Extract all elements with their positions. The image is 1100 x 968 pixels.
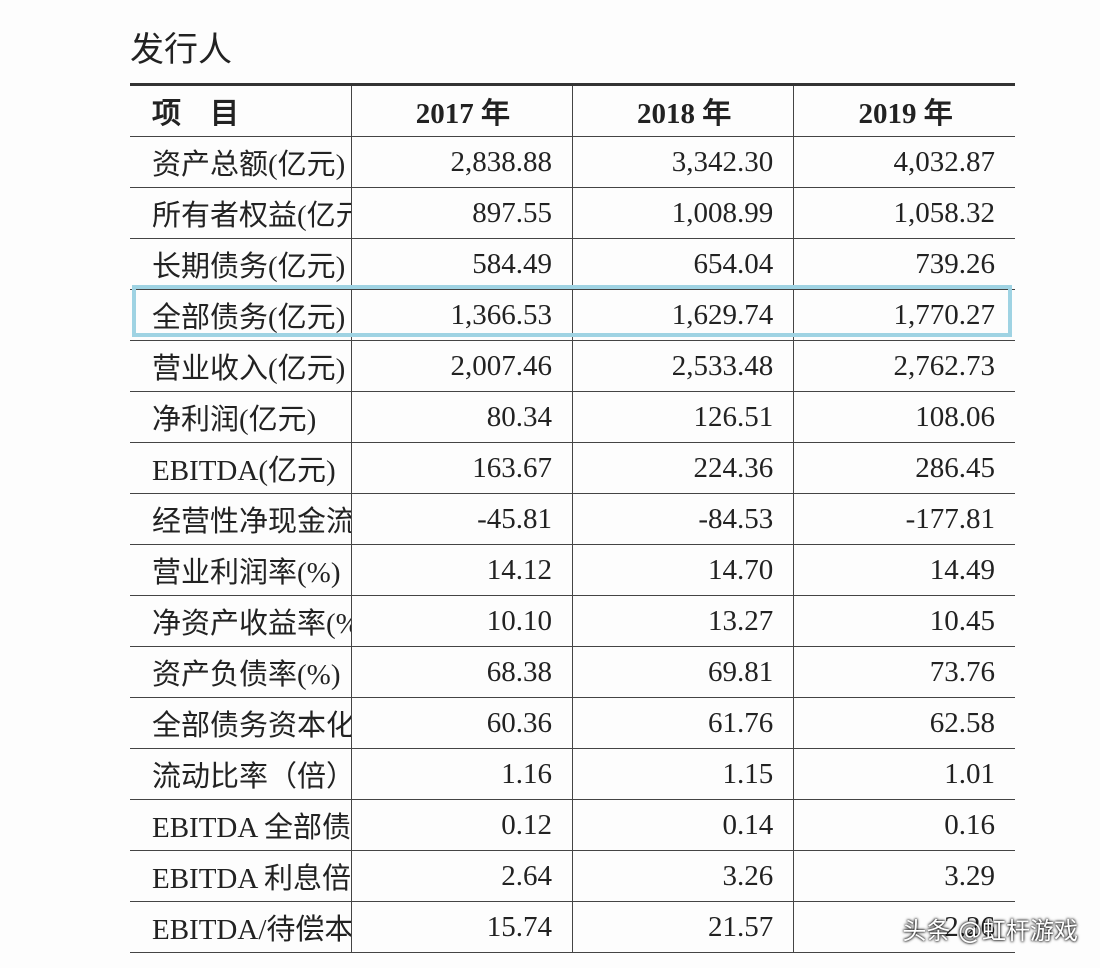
table-row: 净资产收益率(%) 10.10 13.27 10.45: [130, 595, 1015, 647]
value-cell: 69.81: [571, 646, 794, 698]
value-cell: 14.70: [571, 544, 794, 596]
header-cell: 2018 年: [571, 83, 794, 137]
issuer-table: 项 目 2017 年 2018 年 2019 年资产总额(亿元) 2,838.88 3,3…: [130, 83, 1015, 953]
value-cell: 10.45: [793, 595, 1015, 647]
value-cell: 1,058.32: [793, 187, 1015, 239]
value-cell: 126.51: [571, 391, 794, 443]
label-cell: 所有者权益(亿元): [130, 187, 352, 239]
value-cell: 3.29: [793, 850, 1015, 902]
value-cell: -177.81: [793, 493, 1015, 545]
value-cell: 73.76: [793, 646, 1015, 698]
table-row: 营业收入(亿元) 2,007.46 2,533.48 2,762.73: [130, 340, 1015, 392]
table-row: 营业利润率(%) 14.12 14.70 14.49: [130, 544, 1015, 596]
value-cell: 1.15: [571, 748, 794, 800]
value-cell: 21.57: [571, 901, 794, 953]
value-cell: 1,366.53: [350, 289, 573, 341]
value-cell: 739.26: [793, 238, 1015, 290]
table-row: 资产总额(亿元) 2,838.88 3,342.30 4,032.87: [130, 136, 1015, 188]
value-cell: 2.64: [350, 850, 573, 902]
table-row: 资产负债率(%) 68.38 69.81 73.76: [130, 646, 1015, 698]
header-cell: 2017 年: [350, 83, 573, 137]
label-cell: 流动比率（倍）: [130, 748, 352, 800]
value-cell: 3.26: [571, 850, 794, 902]
value-cell: 1.01: [793, 748, 1015, 800]
value-cell: 1,629.74: [571, 289, 794, 341]
value-cell: 13.27: [571, 595, 794, 647]
value-cell: 286.45: [793, 442, 1015, 494]
label-cell: 资产总额(亿元): [130, 136, 352, 188]
value-cell: 0.12: [350, 799, 573, 851]
value-cell: 1,008.99: [571, 187, 794, 239]
value-cell: 108.06: [793, 391, 1015, 443]
value-cell: 163.67: [350, 442, 573, 494]
table-row: 长期债务(亿元) 584.49 654.04 739.26: [130, 238, 1015, 290]
value-cell: 2.26: [793, 901, 1015, 953]
label-cell: EBITDA 利息倍数（倍）: [130, 850, 352, 902]
value-cell: 584.49: [350, 238, 573, 290]
label-cell: 营业利润率(%): [130, 544, 352, 596]
value-cell: -45.81: [350, 493, 573, 545]
value-cell: 60.36: [350, 697, 573, 749]
table-row: EBITDA 利息倍数（倍）2.643.263.29: [130, 850, 1015, 902]
value-cell: 0.14: [571, 799, 794, 851]
table-row: 所有者权益(亿元)897.551,008.991,058.32: [130, 187, 1015, 239]
table-row: 经营性净现金流(亿元)-45.81-84.53-177.81: [130, 493, 1015, 545]
value-cell: 0.16: [793, 799, 1015, 851]
header-cell: 2019 年: [793, 83, 1015, 137]
value-cell: 654.04: [571, 238, 794, 290]
label-cell: EBITDA(亿元): [130, 442, 352, 494]
label-cell: EBITDA 全部债务比（倍）: [130, 799, 352, 851]
table-row: 净利润(亿元) 80.34 126.51 108.06: [130, 391, 1015, 443]
value-cell: 14.49: [793, 544, 1015, 596]
value-cell: -84.53: [571, 493, 794, 545]
watermark: 头条 @虹杆游戏: [902, 917, 1078, 945]
label-cell: 全部债务资本化比率(%): [130, 697, 352, 749]
value-cell: 2,533.48: [571, 340, 794, 392]
label-cell: 经营性净现金流(亿元): [130, 493, 352, 545]
highlight-box: [132, 285, 1012, 337]
value-cell: 61.76: [571, 697, 794, 749]
label-cell: 净资产收益率(%): [130, 595, 352, 647]
value-cell: 1.16: [350, 748, 573, 800]
header-row: 项 目 2017 年 2018 年 2019 年: [130, 83, 1015, 137]
value-cell: 897.55: [350, 187, 573, 239]
value-cell: 2,762.73: [793, 340, 1015, 392]
value-cell: 2,007.46: [350, 340, 573, 392]
label-cell: EBITDA/待偿本金合计（倍）: [130, 901, 352, 953]
value-cell: 4,032.87: [793, 136, 1015, 188]
value-cell: 224.36: [571, 442, 794, 494]
table-row: EBITDA 全部债务比（倍）0.120.140.16: [130, 799, 1015, 851]
value-cell: 15.74: [350, 901, 573, 953]
value-cell: 14.12: [350, 544, 573, 596]
table-row: EBITDA(亿元) 163.67 224.36 286.45: [130, 442, 1015, 494]
value-cell: 62.58: [793, 697, 1015, 749]
header-cell: 项 目: [130, 83, 352, 137]
label-cell: 净利润(亿元): [130, 391, 352, 443]
label-cell: 长期债务(亿元): [130, 238, 352, 290]
value-cell: 10.10: [350, 595, 573, 647]
value-cell: 2,838.88: [350, 136, 573, 188]
value-cell: 3,342.30: [571, 136, 794, 188]
value-cell: 80.34: [350, 391, 573, 443]
table-row: 流动比率（倍） 1.16 1.15 1.01: [130, 748, 1015, 800]
table-row: 全部债务(亿元) 1,366.53 1,629.74 1,770.27: [130, 289, 1015, 341]
label-cell: 资产负债率(%): [130, 646, 352, 698]
label-cell: 营业收入(亿元): [130, 340, 352, 392]
value-cell: 68.38: [350, 646, 573, 698]
title: 发行人: [130, 32, 232, 69]
label-cell: 全部债务(亿元): [130, 289, 352, 341]
value-cell: 1,770.27: [793, 289, 1015, 341]
